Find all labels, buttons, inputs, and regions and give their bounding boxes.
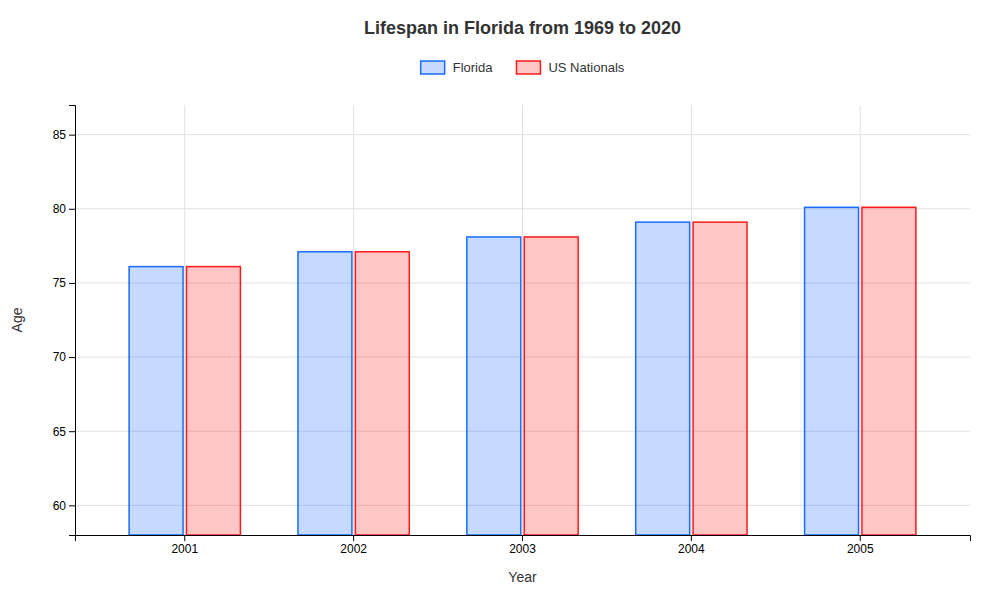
y-axis-title: Age	[9, 307, 25, 332]
tick-mark	[184, 535, 185, 541]
axis-line	[69, 106, 76, 536]
tick: 70	[53, 350, 75, 364]
legend-label: Florida	[453, 60, 494, 75]
bar	[186, 267, 240, 535]
tick-mark	[353, 535, 354, 541]
bars	[129, 207, 916, 535]
tick-mark	[69, 431, 75, 432]
tick-label: 75	[53, 276, 67, 290]
legend-swatch	[516, 61, 540, 74]
tick: 65	[53, 425, 75, 439]
bar-series	[129, 207, 858, 535]
tick-mark	[522, 535, 523, 541]
axis-line	[76, 536, 971, 542]
grid-line	[353, 105, 354, 535]
tick-mark	[860, 535, 861, 541]
tick: 2001	[171, 535, 198, 556]
tick-label: 85	[53, 128, 67, 142]
tick-label: 80	[53, 202, 67, 216]
legend-item: US Nationals	[516, 60, 624, 75]
legend-label: US Nationals	[548, 60, 624, 75]
grid-line	[691, 105, 692, 535]
tick-label: 70	[53, 350, 67, 364]
tick-mark	[69, 209, 75, 210]
bar	[805, 207, 859, 535]
legend: Florida US Nationals	[421, 60, 625, 75]
tick: 2002	[340, 535, 367, 556]
bar	[862, 207, 916, 535]
plot: 2001 2002 2003 2004 2005 60 65 70 75 80 85	[53, 105, 971, 556]
bar	[636, 222, 690, 535]
bar	[467, 237, 521, 535]
tick-label: 2003	[509, 542, 536, 556]
bar-series	[186, 207, 915, 535]
y-axis: 60 65 70 75 80 85	[53, 106, 76, 536]
bar	[693, 222, 747, 535]
tick: 2003	[509, 535, 536, 556]
tick-mark	[69, 283, 75, 284]
tick: 80	[53, 202, 75, 216]
chart: 2001 2002 2003 2004 2005 60 65 70 75 80 85 Year Age L…	[0, 0, 1000, 600]
bar	[355, 252, 409, 535]
tick: 2005	[847, 535, 874, 556]
tick: 60	[53, 499, 75, 513]
bar	[298, 252, 352, 535]
bar	[129, 267, 183, 535]
legend-swatch	[421, 61, 445, 74]
grid-line	[184, 105, 185, 535]
tick-label: 2002	[340, 542, 367, 556]
grid-line	[522, 105, 523, 535]
tick: 75	[53, 276, 75, 290]
tick: 2004	[678, 535, 705, 556]
tick-label: 2005	[847, 542, 874, 556]
tick-label: 65	[53, 425, 67, 439]
tick-label: 2001	[171, 542, 198, 556]
x-axis: 2001 2002 2003 2004 2005	[76, 535, 971, 556]
tick-mark	[69, 135, 75, 136]
legend-item: Florida	[421, 60, 494, 75]
bar	[524, 237, 578, 535]
tick-mark	[69, 505, 75, 506]
tick-mark	[691, 535, 692, 541]
tick-mark	[69, 357, 75, 358]
grid	[75, 105, 970, 535]
tick: 85	[53, 128, 75, 142]
grid-line	[860, 105, 861, 535]
title: Lifespan in Florida from 1969 to 2020	[364, 18, 681, 38]
x-axis-title: Year	[508, 569, 537, 585]
tick-label: 2004	[678, 542, 705, 556]
tick-label: 60	[53, 499, 67, 513]
